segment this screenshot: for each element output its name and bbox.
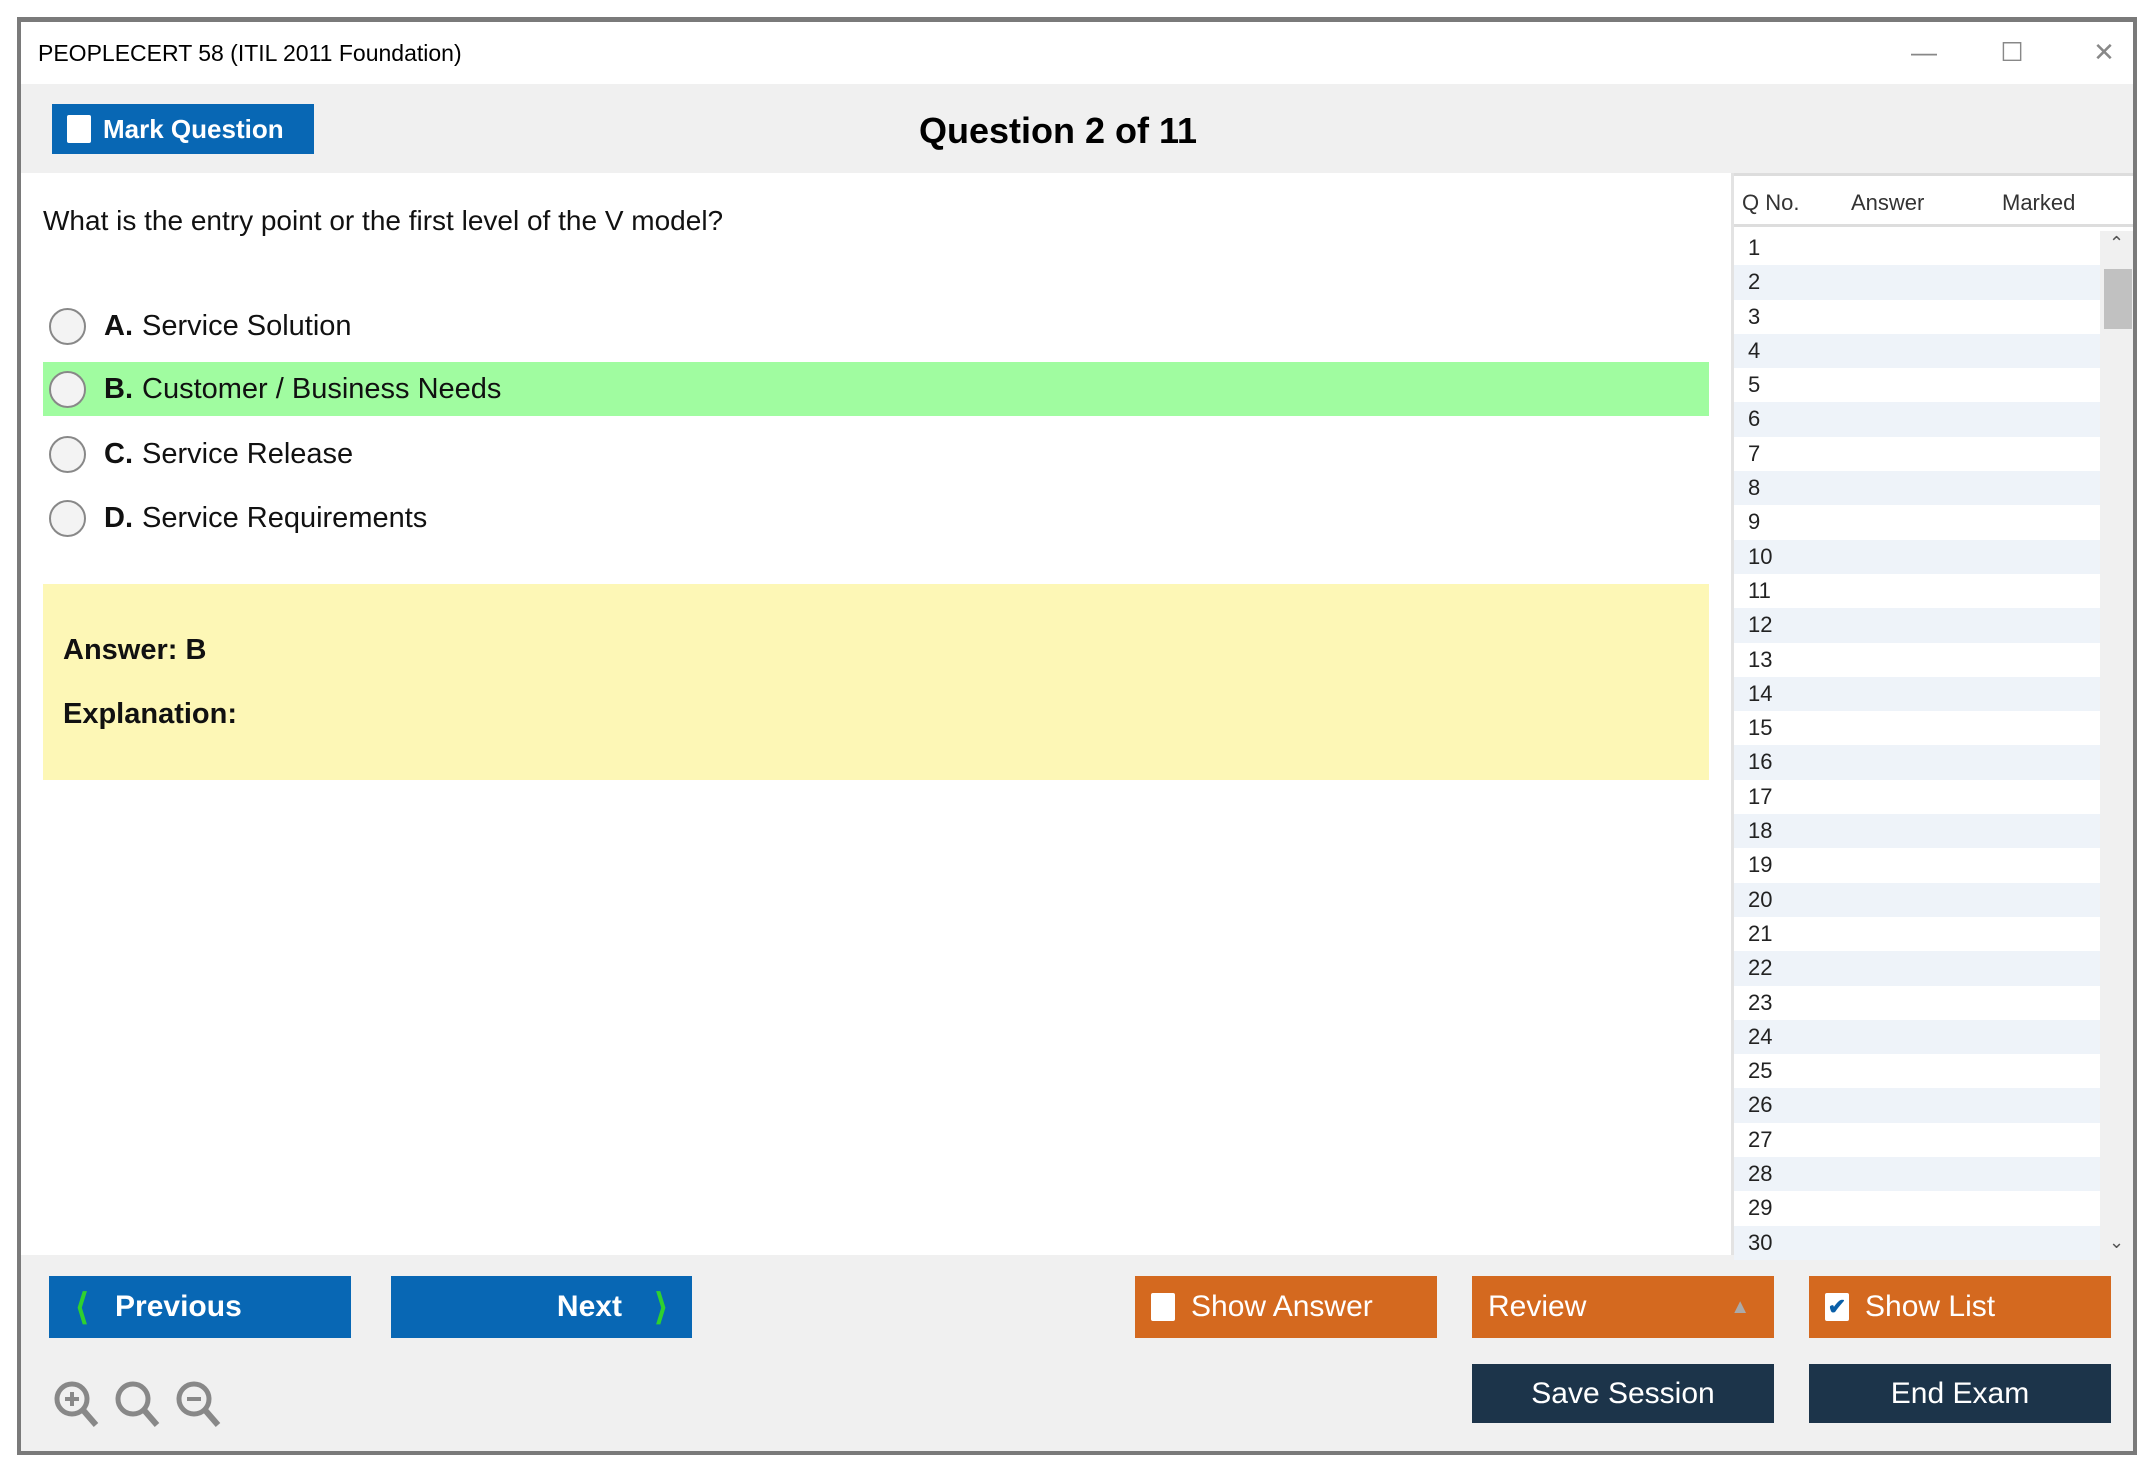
list-item[interactable]: 13 <box>1748 646 1773 672</box>
save-session-button[interactable]: Save Session <box>1472 1364 1774 1423</box>
option-letter: D. <box>104 501 133 534</box>
list-item[interactable]: 1 <box>1748 235 1761 260</box>
list-item[interactable]: 9 <box>1748 509 1761 535</box>
chevron-right-icon: ⟩ <box>653 1286 668 1327</box>
caret-up-icon: ▲ <box>1730 1295 1750 1318</box>
checkbox-icon <box>67 115 91 143</box>
question-list: Q No. Answer Marked 1 2 3 4 5 6 7 8 9 10 11 12 13 14 1… <box>1731 173 2133 1260</box>
maximize-icon[interactable]: ☐ <box>2000 37 2024 67</box>
radio-button[interactable] <box>49 307 86 345</box>
list-item[interactable]: 20 <box>1734 882 2100 917</box>
list-item[interactable]: 23 <box>1748 989 1773 1015</box>
question-pane: What is the entry point or the first lev… <box>21 173 1731 1255</box>
list-item[interactable]: 11 <box>1748 577 1771 603</box>
list-item[interactable]: 30 <box>1734 1225 2100 1260</box>
list-item[interactable]: 6 <box>1734 402 2100 437</box>
scroll-up-icon[interactable]: ⌃ <box>2108 233 2125 253</box>
list-item[interactable]: 5 <box>1748 372 1761 398</box>
list-item[interactable]: 7 <box>1748 440 1761 466</box>
radio-button[interactable] <box>49 435 86 473</box>
option-c[interactable]: C. Service Release <box>43 427 1709 481</box>
next-button[interactable]: Next ⟩ <box>391 1276 692 1338</box>
checkbox-icon <box>1151 1293 1175 1321</box>
question-text: What is the entry point or the first lev… <box>43 205 724 236</box>
question-counter: Question 2 of 11 <box>918 110 1198 151</box>
save-session-label: Save Session <box>1531 1376 1715 1410</box>
list-rows: 1 2 3 4 5 6 7 8 9 10 11 12 13 14 15 16 17 18 19 20 21 22 23 24 2… <box>1734 231 2100 1260</box>
window-title: PEOPLECERT 58 (ITIL 2011 Foundation) <box>38 40 462 66</box>
option-b[interactable]: B. Customer / Business Needs <box>43 362 1709 416</box>
list-item[interactable]: 21 <box>1748 920 1773 946</box>
question-header: Mark Question Question 2 of 11 <box>21 84 2133 173</box>
option-letter: A. <box>104 309 133 342</box>
option-text: Service Solution <box>142 309 352 342</box>
scroll-down-icon[interactable]: ⌄ <box>2108 1232 2125 1252</box>
list-item[interactable]: 2 <box>1734 265 2100 300</box>
list-item[interactable]: 19 <box>1748 852 1773 878</box>
option-letter: B. <box>104 372 133 405</box>
list-item[interactable]: 17 <box>1748 783 1773 809</box>
show-list-label: Show List <box>1865 1290 1996 1323</box>
option-text: Service Release <box>142 437 354 470</box>
answer-box: Answer: B Explanation: <box>43 584 1709 780</box>
scrollbar-thumb[interactable] <box>2104 269 2132 329</box>
review-label: Review <box>1488 1290 1587 1323</box>
minimize-icon[interactable]: — <box>1911 37 1937 67</box>
list-item[interactable]: 25 <box>1748 1058 1773 1084</box>
next-label: Next <box>556 1290 622 1323</box>
review-button[interactable]: Review ▲ <box>1472 1276 1774 1338</box>
title-bar: PEOPLECERT 58 (ITIL 2011 Foundation) — ☐… <box>21 22 2133 84</box>
list-item[interactable]: 24 <box>1734 1019 2100 1055</box>
list-scrollbar[interactable]: ⌃ ⌄ <box>2100 231 2133 1255</box>
checkbox-checked-icon: ✔ <box>1825 1293 1849 1321</box>
list-item[interactable]: 10 <box>1734 539 2100 574</box>
end-exam-button[interactable]: End Exam <box>1809 1364 2111 1423</box>
column-qno: Q No. <box>1742 190 1800 215</box>
show-answer-button[interactable]: Show Answer <box>1135 1276 1437 1338</box>
list-item[interactable]: 29 <box>1748 1195 1773 1221</box>
option-a[interactable]: A. Service Solution <box>43 299 1709 353</box>
explanation-label: Explanation: <box>63 698 238 730</box>
answer-label: Answer: B <box>63 634 207 666</box>
option-letter: C. <box>104 437 133 470</box>
zoom-in-icon[interactable] <box>52 1379 100 1429</box>
previous-label: Previous <box>115 1290 242 1323</box>
option-text: Customer / Business Needs <box>142 372 502 405</box>
previous-button[interactable]: ⟨ Previous <box>49 1276 351 1338</box>
chevron-left-icon: ⟨ <box>75 1286 90 1327</box>
zoom-reset-icon[interactable] <box>113 1379 161 1429</box>
list-item[interactable]: 8 <box>1734 471 2100 506</box>
list-item[interactable]: 4 <box>1734 333 2100 369</box>
list-item[interactable]: 27 <box>1748 1126 1773 1152</box>
list-item[interactable]: 26 <box>1734 1088 2100 1123</box>
list-item[interactable]: 12 <box>1734 608 2100 643</box>
column-answer: Answer <box>1851 190 1925 215</box>
zoom-out-icon[interactable] <box>174 1379 222 1429</box>
list-item[interactable]: 28 <box>1734 1157 2100 1192</box>
option-text: Service Requirements <box>142 501 428 534</box>
radio-button[interactable] <box>49 499 86 537</box>
mark-question-label: Mark Question <box>103 113 284 144</box>
show-answer-label: Show Answer <box>1191 1290 1373 1323</box>
list-item[interactable]: 22 <box>1734 951 2100 986</box>
end-exam-label: End Exam <box>1890 1376 2030 1410</box>
close-icon[interactable]: ✕ <box>2093 37 2115 67</box>
list-item[interactable]: 15 <box>1748 715 1773 741</box>
show-list-button[interactable]: ✔ Show List <box>1809 1276 2111 1338</box>
list-header: Q No. Answer Marked <box>1734 173 2133 227</box>
list-item[interactable]: 14 <box>1734 676 2100 712</box>
column-marked: Marked <box>2002 190 2076 215</box>
mark-question-button[interactable]: Mark Question <box>52 104 314 154</box>
exam-window: PEOPLECERT 58 (ITIL 2011 Foundation) — ☐… <box>17 17 2137 1455</box>
radio-button[interactable] <box>49 370 86 408</box>
list-item[interactable]: 16 <box>1734 745 2100 780</box>
list-item[interactable]: 18 <box>1734 814 2100 849</box>
list-item[interactable]: 3 <box>1748 303 1761 329</box>
option-d[interactable]: D. Service Requirements <box>43 491 1709 545</box>
